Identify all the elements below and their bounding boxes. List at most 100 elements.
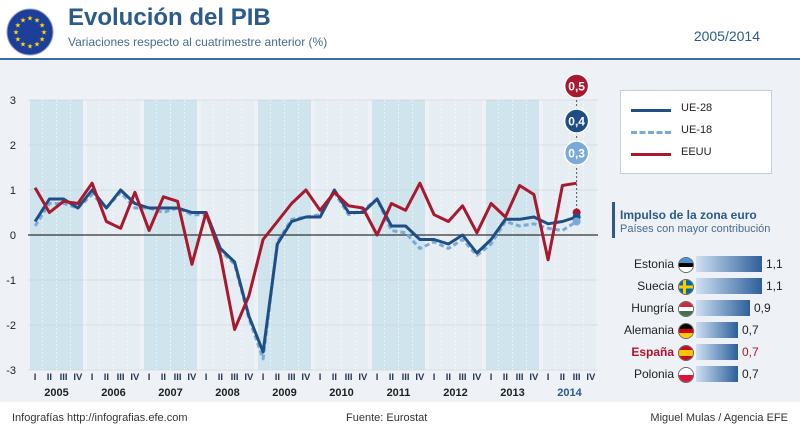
panel-subtitle: Países con mayor contribución	[620, 223, 771, 235]
quarter-tick-label: II	[446, 372, 451, 383]
year-tick-label: 2008	[215, 387, 239, 399]
contribution-row: Hungría 0,9	[612, 298, 780, 318]
poland-flag-icon	[678, 367, 694, 383]
contribution-value: 1,1	[766, 257, 783, 271]
year-tick-label: 2013	[500, 387, 524, 399]
legend-label-eeuu: EEUU	[681, 146, 712, 158]
endpoint-value: 0,4	[568, 115, 585, 129]
eu-star-icon: ★	[34, 41, 40, 49]
country-name: Polonia	[633, 367, 674, 381]
chart-grid	[28, 99, 598, 371]
endpoint-dot	[572, 217, 581, 226]
year-tick-label: 2010	[329, 387, 353, 399]
quarter-tick-label: I	[262, 372, 265, 383]
quarter-tick-label: I	[376, 372, 379, 383]
quarter-tick-label: III	[60, 372, 68, 383]
contribution-row: Estonia 1,1	[612, 254, 783, 274]
quarter-tick-label: IV	[415, 372, 425, 383]
contribution-row: España 0,7	[612, 342, 780, 362]
year-tick-label: 2006	[101, 387, 125, 399]
year-tick-label: 2014	[557, 387, 582, 399]
eu-star-icon: ★	[20, 41, 26, 49]
contribution-row: Suecia 1,1	[612, 276, 783, 296]
eu-star-icon: ★	[27, 15, 33, 23]
quarter-tick-label: I	[490, 372, 493, 383]
header: ★ ★ ★ ★ ★ ★ ★ ★ ★ ★ ★ ★ Evolución del PIB Variacion…	[0, 0, 800, 60]
legend-swatch-ue28	[631, 109, 671, 112]
quarter-tick-label: IV	[358, 372, 368, 383]
country-name: Alemania	[623, 323, 674, 337]
spain-flag-icon	[678, 345, 694, 361]
quarter-tick-label: IV	[301, 372, 311, 383]
quarter-tick-label: I	[148, 372, 151, 383]
panel-title: Impulso de la zona euro	[620, 208, 757, 222]
eu-flag-icon: ★ ★★★★★★★★★★★	[6, 8, 54, 56]
quarter-tick-label: III	[174, 372, 182, 383]
header-divider	[0, 58, 800, 60]
series-line-eeuu	[33, 181, 577, 331]
legend-swatch-ue18	[631, 131, 671, 134]
contribution-bar	[696, 278, 762, 294]
legend-swatch-eeuu	[631, 153, 671, 156]
hungary-flag-icon	[678, 301, 694, 317]
quarter-tick-label: III	[573, 372, 581, 383]
quarter-tick-label: III	[288, 372, 296, 383]
quarter-tick-label: I	[205, 372, 208, 383]
endpoint-value: 0,3	[568, 147, 585, 161]
germany-flag-icon	[678, 323, 694, 339]
legend-label-ue18: UE-18	[681, 124, 713, 136]
eu-star-icon: ★	[13, 29, 19, 37]
y-tick-label: 1	[10, 185, 16, 197]
eu-star-icon: ★	[15, 36, 21, 44]
endpoint-badge	[563, 108, 590, 134]
quarter-tick-label: I	[34, 372, 37, 383]
quarter-tick-label: IV	[472, 372, 482, 383]
quarter-tick-label: II	[161, 372, 166, 383]
quarter-tick-label: IV	[187, 372, 197, 383]
country-name: Hungría	[631, 301, 674, 315]
quarter-tick-label: II	[389, 372, 394, 383]
quarter-tick-label: IV	[529, 372, 539, 383]
endpoint-badge	[563, 73, 590, 99]
quarter-tick-label: IV	[130, 372, 140, 383]
country-name: España	[631, 345, 674, 359]
date-range: 2005/2014	[693, 28, 760, 44]
quarter-tick-label: I	[433, 372, 436, 383]
contribution-value: 0,7	[742, 323, 759, 337]
y-tick-label: 3	[10, 95, 16, 107]
footer: Infografías http://infografias.efe.com F…	[0, 402, 800, 430]
quarter-tick-label: II	[332, 372, 337, 383]
year-tick-label: 2009	[272, 387, 296, 399]
quarter-tick-label: III	[231, 372, 239, 383]
endpoint-labels: 0,5 0,4 0,3	[563, 73, 590, 226]
endpoint-badge	[563, 140, 590, 166]
country-name: Estonia	[633, 257, 674, 271]
footer-source: Fuente: Eurostat	[346, 412, 428, 424]
quarter-tick-label: II	[104, 372, 109, 383]
contribution-value: 1,1	[766, 279, 783, 293]
footer-credit: Infografías http://infografias.efe.com	[12, 412, 188, 424]
estonia-flag-icon	[678, 257, 694, 273]
legend-label-ue28: UE-28	[681, 102, 713, 114]
y-axis: 3 2 1 0 -1 -2 -3	[6, 95, 16, 377]
series-line-ue-18	[33, 190, 578, 361]
eu-star-icon: ★	[39, 22, 45, 30]
quarter-tick-label: II	[218, 372, 223, 383]
series-lines	[33, 181, 578, 361]
contribution-value: 0,9	[754, 301, 771, 315]
eu-star-icon: ★	[39, 36, 45, 44]
quarter-tick-label: II	[503, 372, 508, 383]
country-name: Suecia	[637, 279, 674, 293]
contribution-value: 0,7	[742, 367, 759, 381]
sweden-flag-icon	[678, 279, 694, 295]
page-title: Evolución del PIB	[68, 4, 271, 31]
contribution-bar	[696, 256, 762, 272]
quarter-tick-label: II	[560, 372, 565, 383]
y-tick-label: 2	[10, 140, 16, 152]
contribution-row: Alemania 0,7	[612, 320, 780, 340]
eu-star-icon: ★	[34, 16, 40, 24]
contribution-value: 0,7	[742, 345, 759, 359]
quarter-tick-label: II	[275, 372, 280, 383]
